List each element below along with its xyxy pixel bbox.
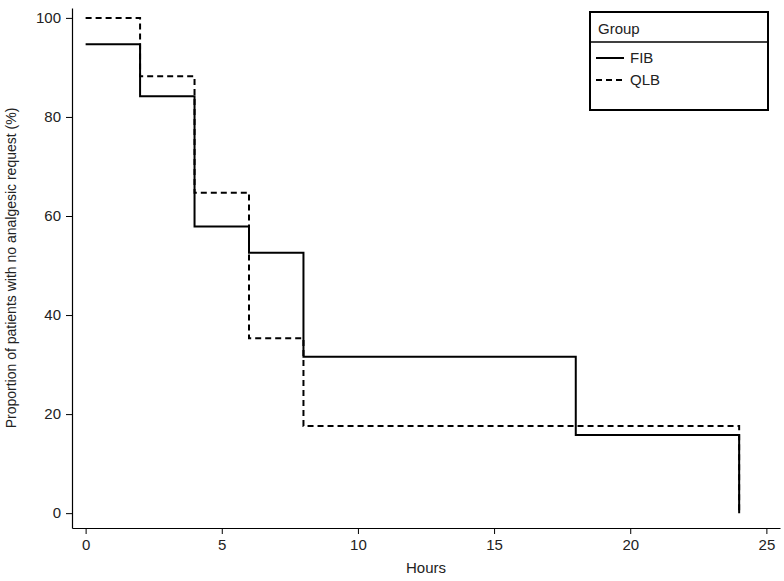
y-axis-line: [72, 9, 73, 529]
legend-swatch: [596, 79, 624, 81]
y-tick: 60: [44, 207, 72, 224]
y-tick: 20: [44, 405, 72, 422]
y-tick: 100: [36, 9, 72, 26]
x-axis-line: [73, 528, 781, 529]
legend-title: Group: [598, 20, 640, 37]
x-tick-mark: [630, 528, 631, 534]
legend-box: [590, 12, 768, 110]
x-tick-label: 15: [486, 536, 503, 553]
x-tick-label: 5: [218, 536, 226, 553]
plot: 0 5 10 15 20 25 0 20 40 60 80 100: [36, 9, 781, 553]
x-tick-label: 25: [759, 536, 776, 553]
legend: Group FIB QLB: [590, 12, 768, 110]
x-axis: 0 5 10 15 20 25: [73, 528, 781, 553]
y-tick-mark: [66, 18, 72, 19]
series-line: [86, 44, 740, 513]
legend-label: QLB: [630, 71, 660, 88]
x-tick: 0: [82, 528, 90, 553]
x-tick: 15: [486, 528, 503, 553]
y-tick-mark: [66, 414, 72, 415]
y-tick: 40: [44, 306, 72, 323]
y-tick-label: 100: [36, 9, 61, 26]
x-tick-mark: [358, 528, 359, 534]
x-axis-title: Hours: [406, 559, 446, 576]
x-tick-mark: [222, 528, 223, 534]
x-tick: 10: [350, 528, 367, 553]
x-tick-mark: [86, 528, 87, 534]
x-tick-label: 0: [82, 536, 90, 553]
legend-label: FIB: [630, 49, 653, 66]
x-tick-label: 20: [622, 536, 639, 553]
y-tick-mark: [66, 117, 72, 118]
x-tick-mark: [766, 528, 767, 534]
y-tick-label: 40: [44, 306, 61, 323]
legend-swatch: [596, 57, 624, 59]
x-tick-mark: [494, 528, 495, 534]
chart: 0 5 10 15 20 25 0 20 40 60 80 100 Hours Proportion of…: [0, 0, 784, 581]
x-tick: 20: [622, 528, 639, 553]
y-tick-mark: [66, 513, 72, 514]
y-tick: 80: [44, 108, 72, 125]
x-tick: 5: [218, 528, 226, 553]
y-tick-mark: [66, 315, 72, 316]
y-tick-label: 20: [44, 405, 61, 422]
y-tick-mark: [66, 216, 72, 217]
y-tick-label: 80: [44, 108, 61, 125]
legend-separator: [590, 41, 768, 43]
y-axis-title: Proportion of patients with no analgesic…: [3, 108, 19, 429]
y-axis: 0 20 40 60 80 100: [36, 9, 73, 529]
y-tick-label: 60: [44, 207, 61, 224]
x-tick: 25: [759, 528, 776, 553]
y-tick: 0: [53, 504, 72, 521]
x-tick-label: 10: [350, 536, 367, 553]
y-tick-label: 0: [53, 504, 61, 521]
